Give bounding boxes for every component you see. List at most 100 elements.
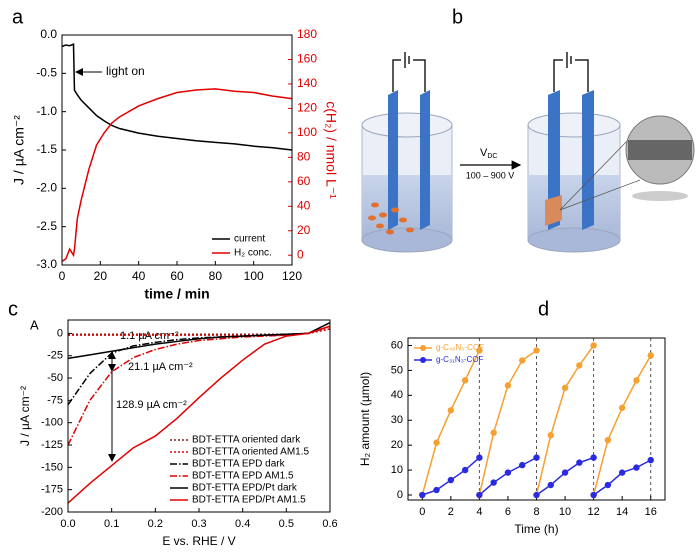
beaker-top	[527, 112, 621, 138]
x-tick-label: 0.2	[148, 518, 163, 530]
annotation: light on	[106, 64, 145, 78]
y2-tick-label: 160	[297, 52, 317, 66]
panel-label: c	[8, 298, 18, 320]
x-tick-label: 0.4	[235, 518, 250, 530]
point	[633, 464, 640, 471]
x-tick-label: 0.5	[279, 518, 294, 530]
x-tick-label: 4	[476, 506, 482, 518]
legend-label: BDT-ETTA EPD dark	[192, 459, 286, 470]
x-tick-label: 0	[419, 506, 425, 518]
x-tick-label: 0.0	[60, 518, 75, 530]
point	[547, 481, 554, 489]
series-line	[67, 325, 331, 406]
point	[433, 486, 440, 494]
plot-frame	[61, 34, 293, 266]
x-tick-label: 20	[94, 269, 108, 283]
x-tick-label: 0.3	[191, 518, 206, 530]
y2-tick-label: 120	[297, 101, 317, 115]
x-tick-label: 2	[448, 506, 454, 518]
series-line	[593, 459, 652, 496]
point	[533, 347, 540, 354]
x-axis-label: E vs. RHE / V	[162, 534, 235, 548]
y2-tick-label: 20	[297, 223, 311, 237]
y-tick-label: 50	[391, 364, 403, 376]
point	[576, 459, 583, 466]
point	[647, 456, 654, 464]
legend-label: H₂ conc.	[234, 248, 272, 259]
point	[447, 476, 455, 484]
point	[419, 491, 426, 499]
y-tick-label: -2.0	[36, 181, 57, 195]
diagram: b VDC 100 – 900 V	[361, 6, 695, 253]
point	[561, 384, 569, 392]
legend-label: BDT-ETTA EPD/Pt AM1.5	[192, 495, 306, 506]
point	[476, 454, 483, 461]
series-line	[67, 325, 331, 446]
point	[647, 352, 654, 359]
point	[561, 469, 569, 476]
y-tick-label: -75	[47, 394, 63, 406]
y2-tick-label: 140	[297, 76, 317, 90]
x-tick-label: 100	[244, 269, 264, 283]
series-line	[67, 325, 331, 504]
point	[490, 479, 497, 486]
point	[590, 342, 597, 349]
x-tick-label: 0.1	[104, 518, 119, 530]
arrow-sublabel: 100 – 900 V	[466, 170, 515, 180]
electrode	[582, 90, 594, 230]
y-tick-label: -2.5	[36, 219, 57, 233]
x-tick-label: 6	[505, 506, 511, 518]
y-tick-label: -100	[41, 417, 63, 429]
y-tick-label: -50	[47, 372, 63, 384]
y2-tick-label: 80	[297, 150, 311, 164]
point	[447, 407, 455, 414]
point	[476, 347, 483, 354]
x-tick-label: 14	[616, 506, 628, 518]
x-tick-label: 80	[209, 269, 223, 283]
point	[519, 357, 526, 364]
electrode	[420, 90, 430, 230]
y2-tick-label: 0	[297, 247, 304, 261]
plot-frame	[67, 319, 331, 513]
panel-label: a	[12, 6, 24, 28]
y-tick-label: 0	[57, 327, 63, 339]
series-line	[536, 456, 594, 496]
point	[476, 491, 483, 499]
point	[433, 439, 440, 446]
annotation: 21.1 µA cm⁻²	[128, 361, 193, 373]
legend-marker	[420, 357, 426, 363]
y-tick-label: -150	[41, 461, 63, 473]
point	[618, 469, 626, 476]
electrode	[388, 90, 398, 230]
point	[519, 461, 526, 469]
y2-tick-label: 60	[297, 174, 311, 188]
arrow-label: VDC	[480, 147, 497, 160]
y2-tick-label: 100	[297, 125, 317, 139]
y-tick-label: -1.5	[36, 142, 57, 156]
x-tick-label: 0	[59, 269, 66, 283]
series-line	[67, 322, 331, 360]
point	[590, 491, 597, 499]
x-tick-label: 60	[170, 269, 184, 283]
y-tick-label: 0.0	[40, 27, 57, 41]
legend-label: g-C₃₁N₃-COF	[436, 355, 484, 364]
x-axis-label: Time (h)	[514, 522, 558, 536]
particles	[368, 202, 414, 235]
legend-label: g-C₄₀N₃-COF	[436, 343, 484, 352]
point	[547, 432, 554, 439]
y-tick-label: -25	[47, 350, 63, 362]
y-tick-label: 20	[391, 439, 403, 451]
y-axis-label: J / µA cm⁻²	[18, 386, 32, 446]
point	[461, 466, 469, 474]
series-line	[421, 350, 481, 496]
beaker-bottom	[527, 227, 621, 253]
wire	[553, 52, 589, 92]
point	[604, 481, 612, 489]
y-tick-label: -3.0	[36, 257, 57, 271]
y2-tick-label: 40	[297, 198, 311, 212]
y-axis-label: H₂ amount (µmol)	[358, 372, 372, 466]
point	[618, 404, 626, 411]
legend-label: BDT-ETTA oriented dark	[192, 435, 301, 446]
y-tick-label: -125	[41, 439, 63, 451]
